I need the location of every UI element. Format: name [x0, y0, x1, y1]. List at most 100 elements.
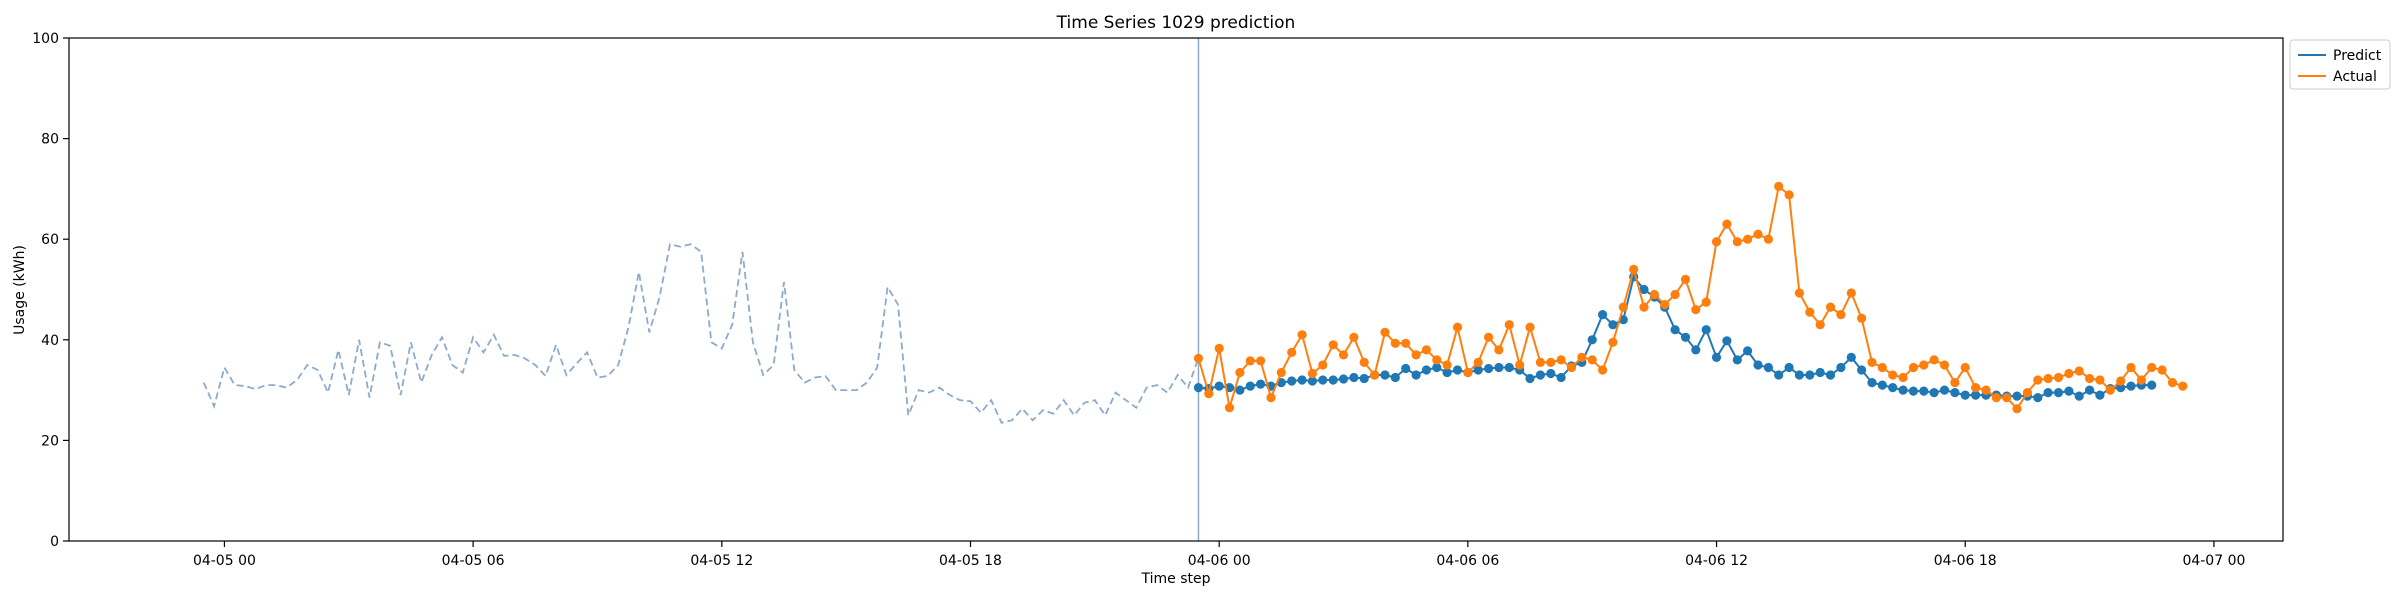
predict-point: [2053, 388, 2064, 398]
actual-point: [2033, 375, 2043, 385]
plot-area-frame: [68, 37, 2284, 542]
predict-point: [2085, 385, 2095, 395]
predict-point: [2147, 380, 2157, 390]
actual-point: [2105, 385, 2115, 395]
predict-point: [1598, 310, 1608, 320]
predict-point: [1256, 379, 1266, 389]
predict-point: [1484, 363, 1494, 374]
predict-point: [1950, 388, 1960, 398]
history-line: [202, 243, 1200, 424]
predict-point: [1753, 360, 1763, 370]
x-tick-label: 04-06 12: [1685, 553, 1748, 569]
predict-point: [1805, 370, 1815, 380]
predict-point: [1908, 386, 1918, 396]
actual-point: [1256, 356, 1266, 366]
x-tick-label: 04-06 00: [1188, 553, 1251, 569]
predict-point: [1525, 373, 1535, 384]
actual-point: [1867, 357, 1877, 367]
predict-point: [2126, 381, 2136, 391]
y-tick-label: 20: [41, 433, 59, 449]
actual-point: [1618, 302, 1628, 312]
actual-point: [1297, 330, 1307, 340]
actual-point: [1950, 378, 1960, 388]
actual-point: [1535, 357, 1545, 367]
actual-point: [1857, 313, 1867, 323]
y-tick-label: 0: [50, 534, 59, 550]
predict-point: [1711, 352, 1722, 362]
predict-point: [1587, 335, 1597, 345]
predict-point: [1390, 372, 1400, 383]
actual-point: [1939, 360, 1950, 370]
actual-point: [1919, 360, 1929, 370]
actual-point: [2178, 381, 2188, 391]
actual-point: [1442, 360, 1452, 370]
x-tick-label: 04-05 06: [442, 553, 505, 569]
actual-point: [1908, 362, 1918, 373]
actual-point: [1981, 385, 1991, 395]
predict-point: [1432, 362, 1442, 373]
predict-point: [1960, 390, 1970, 400]
predict-point: [1857, 365, 1867, 375]
actual-point: [1266, 393, 1276, 403]
actual-point: [1587, 355, 1597, 365]
actual-point: [1846, 288, 1856, 298]
actual-point: [2095, 375, 2105, 385]
actual-point: [1991, 393, 2001, 403]
predict-point: [1877, 380, 1887, 390]
actual-point: [1639, 302, 1649, 312]
actual-point: [1245, 356, 1255, 366]
actual-point: [1680, 274, 1691, 284]
predict-point: [1494, 362, 1504, 373]
actual-point: [2064, 368, 2074, 379]
actual-point: [2022, 388, 2032, 398]
actual-point: [1224, 403, 1235, 413]
actual-point: [1753, 229, 1763, 239]
x-tick-label: 04-06 06: [1436, 553, 1499, 569]
series-predict: [1193, 272, 2157, 403]
y-axis-label: Usage (kWh): [12, 245, 28, 335]
predict-point: [1349, 372, 1359, 383]
predict-point: [1318, 375, 1328, 385]
actual-point: [1929, 355, 1939, 365]
predict-point: [1722, 336, 1732, 346]
predict-point: [1401, 363, 1411, 374]
predict-point: [1763, 362, 1773, 373]
actual-point: [1214, 343, 1224, 353]
actual-point: [1649, 289, 1659, 300]
actual-point: [1629, 264, 1639, 274]
actual-point: [1276, 367, 1286, 378]
actual-point: [1421, 345, 1431, 355]
predict-point: [1546, 368, 1556, 379]
actual-point: [2002, 393, 2012, 403]
actual-point: [2126, 362, 2136, 373]
predict-point: [1794, 370, 1804, 380]
actual-point: [1484, 332, 1494, 342]
actual-point: [2085, 373, 2095, 384]
actual-point: [1660, 300, 1670, 310]
actual-point: [1836, 310, 1846, 320]
legend-label-predict: Predict: [2333, 48, 2382, 64]
predict-point: [1193, 383, 1204, 393]
actual-point: [1598, 365, 1608, 375]
predict-point: [1504, 362, 1514, 373]
predict-point: [1743, 346, 1753, 356]
actual-point: [1784, 190, 1794, 200]
predict-point: [1608, 320, 1618, 330]
actual-point: [1235, 367, 1245, 378]
actual-point: [1318, 360, 1328, 370]
actual-point: [1338, 350, 1349, 360]
actual-point: [2012, 404, 2022, 414]
predict-point: [1473, 365, 1483, 375]
actual-point: [1204, 389, 1214, 399]
actual-point: [1815, 320, 1825, 330]
predict-point: [1784, 362, 1794, 373]
actual-point: [2043, 373, 2053, 384]
predict-point: [1214, 381, 1224, 391]
actual-point: [1328, 340, 1338, 350]
actual-point: [1349, 332, 1359, 342]
actual-point: [2053, 372, 2064, 383]
predict-point: [1732, 355, 1742, 365]
actual-point: [2147, 362, 2157, 373]
